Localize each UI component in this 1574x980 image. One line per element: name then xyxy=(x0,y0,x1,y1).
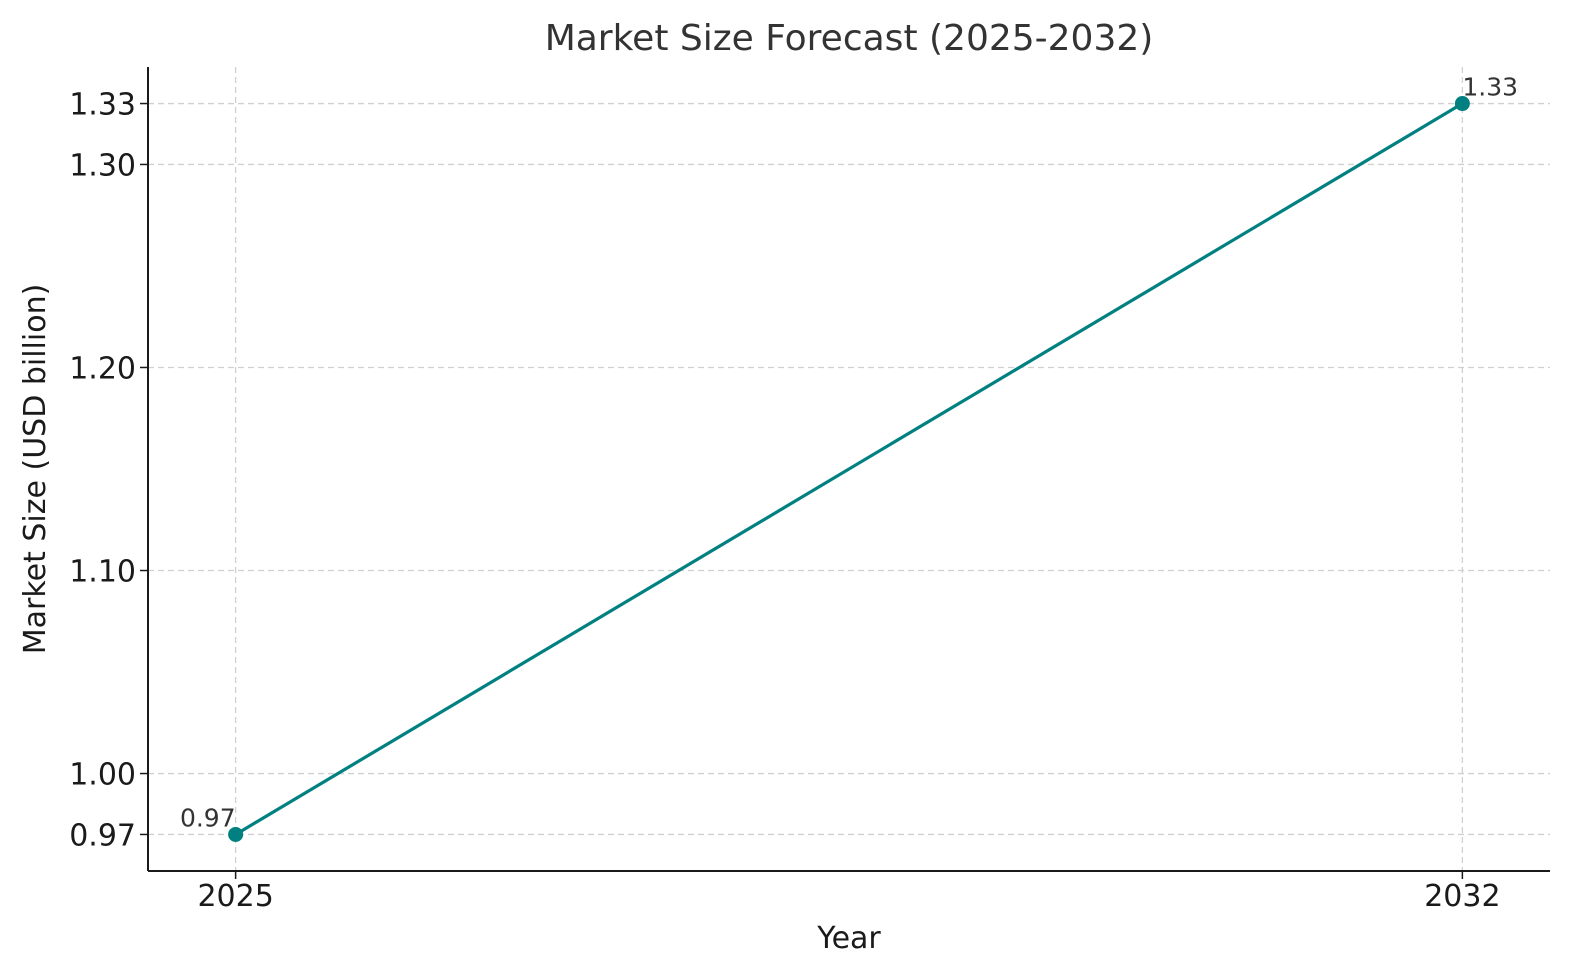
y-tick-label: 1.33 xyxy=(69,88,136,123)
y-tick-label: 1.20 xyxy=(69,351,136,386)
ticks-layer: 0.97 1.00 1.10 1.20 1.30 1.33 2025 2032 xyxy=(69,88,1500,914)
y-tick-label: 0.97 xyxy=(69,818,136,853)
x-axis-title: Year xyxy=(816,921,881,956)
series-layer: 0.97 1.33 xyxy=(180,73,1518,842)
x-tick-label: 2032 xyxy=(1424,879,1500,914)
chart-title: Market Size Forecast (2025-2032) xyxy=(545,18,1154,59)
data-point xyxy=(1454,96,1470,112)
data-point xyxy=(228,826,244,842)
y-tick-label: 1.10 xyxy=(69,555,136,590)
x-tick-label: 2025 xyxy=(197,879,273,914)
data-label: 0.97 xyxy=(180,803,236,832)
grid-layer xyxy=(148,67,1550,871)
y-axis-title: Market Size (USD billion) xyxy=(18,284,53,655)
y-tick-label: 1.00 xyxy=(69,758,136,793)
data-label: 1.33 xyxy=(1462,73,1518,102)
axes-layer xyxy=(147,67,1550,872)
y-tick-label: 1.30 xyxy=(69,148,136,183)
series-line xyxy=(234,102,1464,836)
